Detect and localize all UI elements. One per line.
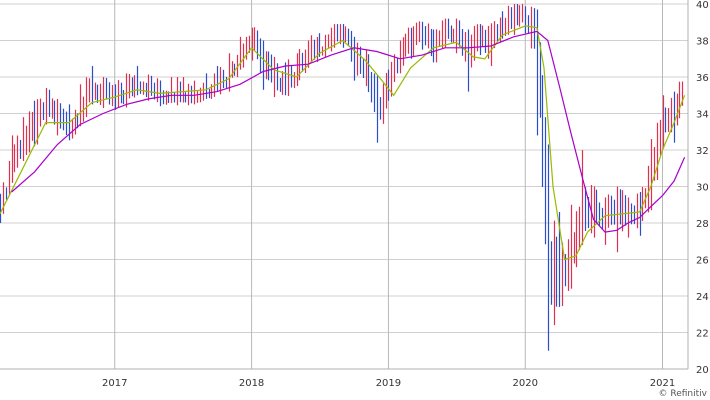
y-tick-label: 20 xyxy=(696,365,709,376)
y-tick-label: 36 xyxy=(696,73,709,84)
y-tick-label: 26 xyxy=(696,256,709,267)
ohlc-bars xyxy=(0,4,684,351)
short-moving-average-line xyxy=(0,25,686,261)
y-tick-label: 28 xyxy=(696,219,709,230)
x-tick-label: 2021 xyxy=(650,378,675,389)
x-tick-label: 2018 xyxy=(239,378,264,389)
y-axis: 20 22 24 26 28 30 32 34 36 38 40 xyxy=(687,0,709,376)
x-tick-label: 2020 xyxy=(513,378,538,389)
long-moving-average-line xyxy=(11,30,686,233)
x-gridlines xyxy=(114,0,664,369)
y-tick-label: 32 xyxy=(696,146,709,157)
y-tick-label: 34 xyxy=(696,110,709,121)
x-tick-label: 2017 xyxy=(102,378,127,389)
moving-average-lines xyxy=(0,25,686,261)
y-tick-label: 30 xyxy=(696,183,709,194)
y-tick-label: 24 xyxy=(696,292,709,303)
y-tick-label: 40 xyxy=(696,0,709,11)
x-tick-label: 2019 xyxy=(376,378,401,389)
source-credit: © Refinitiv xyxy=(659,389,708,399)
y-tick-label: 38 xyxy=(696,37,709,48)
y-tick-label: 22 xyxy=(696,329,709,340)
x-axis: 2017 2018 2019 2020 2021 xyxy=(0,368,688,389)
